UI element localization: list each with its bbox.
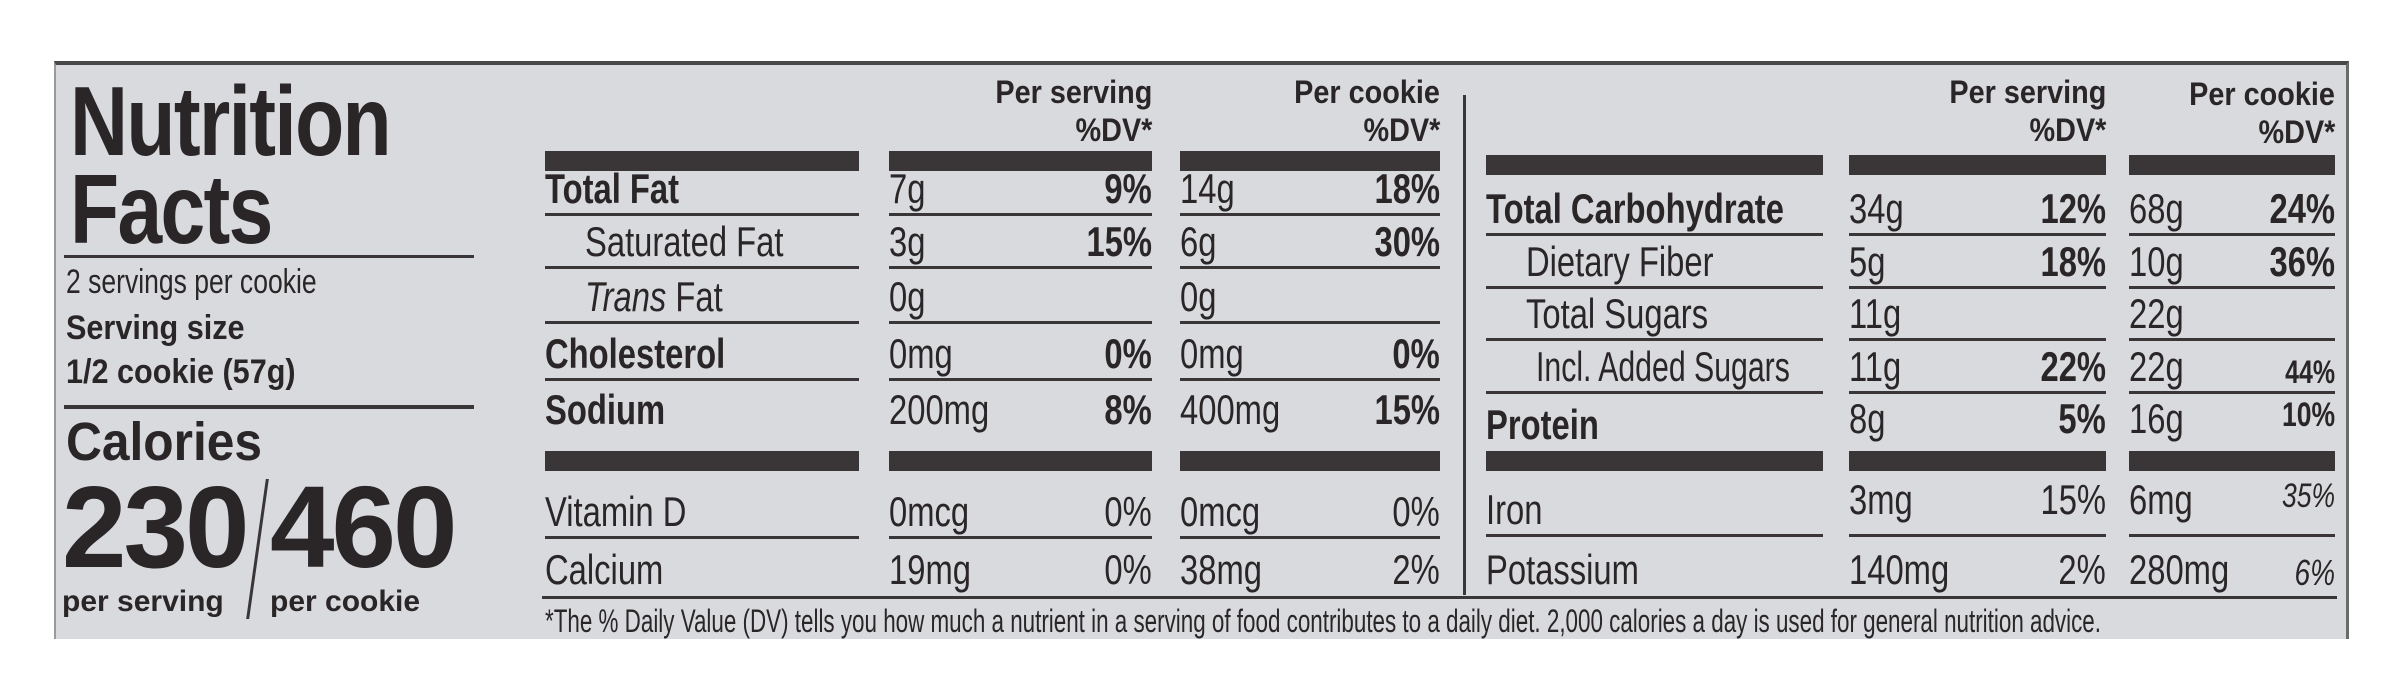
thick-bar [889,151,1152,171]
header-right-per-serving: Per serving %DV* [1949,74,2106,149]
calories-label: Calories [66,412,263,472]
calories-per-serving: 230 [62,462,250,592]
serving-size-value: 1/2 cookie (57g) [66,353,296,391]
nutrient-row-added-sugars: Incl. Added Sugars 11g 22% 22g 44% [56,341,2351,394]
per-serving-caption: per serving [62,585,224,618]
thick-bar [1486,451,1823,471]
thick-bar [2129,451,2335,471]
nutrient-row-calcium: Calcium 19mg 0% 38mg 2% [545,546,1440,593]
nutrient-row-dietary-fiber: Dietary Fiber 5g 18% 10g 36% [56,236,2351,289]
thick-bar [1180,151,1440,171]
serving-size-label: Serving size [66,309,245,347]
divider [64,255,474,258]
thick-bar [2129,155,2335,175]
header-right-per-cookie: Per cookie %DV* [2189,76,2335,151]
per-cookie-caption: per cookie [270,585,421,618]
nutrient-row-protein: Protein 8g 5% 16g 10% [1486,395,2335,448]
thick-bar [1486,155,1823,175]
title-nutrition: Nutrition [70,66,392,176]
nutrient-row-sodium: Sodium 200mg 8% 400mg 15% [545,385,1440,433]
nutrient-row-total-fat: Total Fat 7g 9% 14g 18% [56,168,2351,216]
nutrient-row-total-sugars: Total Sugars 11g 22g [56,289,2351,341]
nutrient-row-vitamin-d: Vitamin D 0mcg 0% 0mcg 0% [56,471,2351,539]
thick-bar [545,451,859,471]
nutrient-row-potassium: Potassium 140mg 2% 280mg 6% [1486,546,2335,593]
footnote-divider [542,596,2337,599]
nutrient-row-iron: Iron 3mg 15% 6mg 35% [56,471,2351,537]
thick-bar [545,151,859,171]
column-divider [1463,95,1466,595]
nutrient-row-trans-fat: Trans Fat 0g 0g [56,269,2351,324]
nutrient-row-total-carbohydrate: Total Carbohydrate 34g 12% 68g 24% [56,175,2351,236]
footnote: *The % Daily Value (DV) tells you how mu… [545,603,2101,639]
servings-per-container: 2 servings per cookie [66,263,317,301]
divider [64,405,474,409]
thick-bar [1849,451,2106,471]
header-left-per-serving: Per serving %DV* [995,74,1152,149]
calories-per-cookie: 460 [270,462,458,592]
nutrition-facts-label: Nutrition Facts 2 servings per cookie Se… [54,61,2349,639]
thick-bar [889,451,1152,471]
header-left-per-cookie: Per cookie %DV* [1294,74,1440,149]
thick-bar [1849,155,2106,175]
thick-bar [1180,451,1440,471]
nutrient-row-saturated-fat: Saturated Fat 3g 15% 6g 30% [56,216,2351,269]
nutrient-row-cholesterol: Cholesterol 0mg 0% 0mg 0% [56,324,2351,381]
title-facts: Facts [70,154,273,264]
